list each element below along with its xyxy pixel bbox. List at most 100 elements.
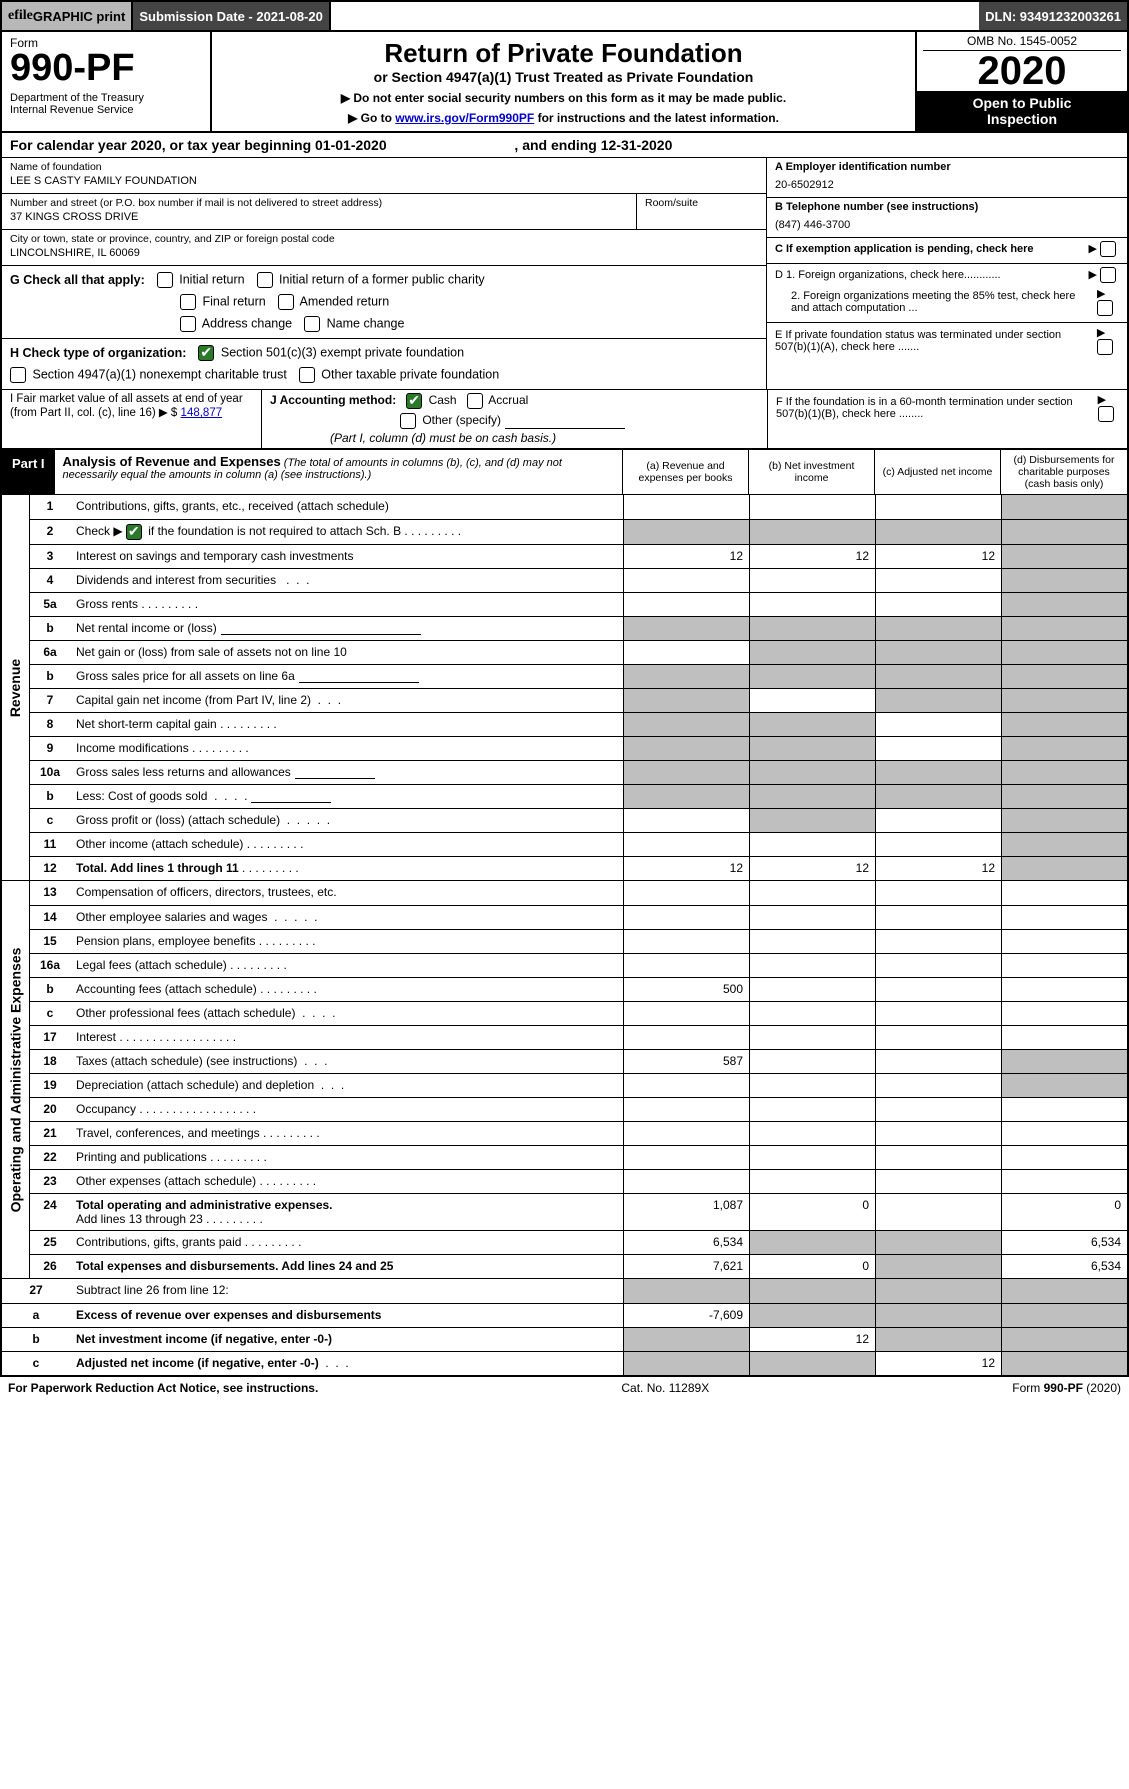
line-10b: Less: Cost of goods sold . . . . [70, 785, 623, 808]
h-label: H Check type of organization: [10, 346, 186, 360]
val-24d: 0 [1001, 1194, 1127, 1230]
line-6b: Gross sales price for all assets on line… [70, 665, 623, 688]
chk-4947[interactable] [10, 367, 26, 383]
chk-accrual[interactable] [467, 393, 483, 409]
chk-name-change[interactable] [304, 316, 320, 332]
form-subtitle: or Section 4947(a)(1) Trust Treated as P… [222, 69, 905, 85]
col-d-header: (d) Disbursements for charitable purpose… [1001, 450, 1127, 494]
line-27b: Net investment income (if negative, ente… [70, 1328, 623, 1351]
g-opt-4: Address change [202, 316, 292, 330]
val-16ba: 500 [623, 978, 749, 1001]
chk-501c3[interactable] [198, 345, 214, 361]
side-revenue-text: Revenue [8, 658, 24, 716]
h-opt-1: Section 501(c)(3) exempt private foundat… [221, 345, 464, 359]
line-2: Check ▶ if the foundation is not require… [70, 520, 623, 544]
d-cell: D 1. Foreign organizations, check here..… [767, 263, 1127, 322]
line-8: Net short-term capital gain [70, 713, 623, 736]
room-label: Room/suite [636, 194, 766, 229]
form-note-1: ▶ Do not enter social security numbers o… [222, 91, 905, 105]
j-label: J Accounting method: [270, 393, 396, 407]
line-6a: Net gain or (loss) from sale of assets n… [70, 641, 623, 664]
col-a-header: (a) Revenue and expenses per books [623, 450, 749, 494]
tel-value: (847) 446-3700 [775, 219, 1119, 231]
val-12b: 12 [749, 857, 875, 880]
irs-link[interactable]: www.irs.gov/Form990PF [395, 111, 534, 125]
line-5a: Gross rents [70, 593, 623, 616]
c-cell: C If exemption application is pending, c… [767, 237, 1127, 263]
dln: DLN: 93491232003261 [979, 2, 1127, 30]
chk-amended[interactable] [278, 294, 294, 310]
line-9: Income modifications [70, 737, 623, 760]
chk-final-return[interactable] [180, 294, 196, 310]
form-note-2: ▶ Go to www.irs.gov/Form990PF for instru… [222, 111, 905, 125]
chk-other-taxable[interactable] [299, 367, 315, 383]
city-value: LINCOLNSHIRE, IL 60069 [10, 247, 758, 259]
revenue-table: Revenue 1Contributions, gifts, grants, e… [2, 495, 1127, 880]
revenue-rows: 1Contributions, gifts, grants, etc., rec… [30, 495, 1127, 880]
cal-pre: For calendar year 2020, or tax year begi… [10, 137, 315, 153]
dept-line-1: Department of the Treasury [10, 92, 144, 104]
g-section: G Check all that apply: Initial return I… [2, 265, 766, 338]
line-27a: Excess of revenue over expenses and disb… [70, 1304, 623, 1327]
val-24b: 0 [749, 1194, 875, 1230]
chk-foreign-85[interactable] [1097, 300, 1113, 316]
line-21: Travel, conferences, and meetings [70, 1122, 623, 1145]
val-26d: 6,534 [1001, 1255, 1127, 1278]
open-line-1: Open to Public [973, 95, 1072, 111]
g-opt-2: Final return [202, 294, 265, 308]
val-26a: 7,621 [623, 1255, 749, 1278]
val-25d: 6,534 [1001, 1231, 1127, 1254]
chk-foreign-org[interactable] [1100, 267, 1116, 283]
chk-schb[interactable] [126, 524, 142, 540]
line-25: Contributions, gifts, grants paid [70, 1231, 623, 1254]
chk-address-change[interactable] [180, 316, 196, 332]
chk-exemption-pending[interactable] [1100, 241, 1116, 257]
line-5b: Net rental income or (loss) [70, 617, 623, 640]
line-16b: Accounting fees (attach schedule) [70, 978, 623, 1001]
line-3: Interest on savings and temporary cash i… [70, 545, 623, 568]
f-section: F If the foundation is in a 60-month ter… [767, 390, 1127, 448]
line-16c: Other professional fees (attach schedule… [70, 1002, 623, 1025]
ein-value: 20-6502912 [775, 179, 1119, 191]
side-expenses: Operating and Administrative Expenses [2, 881, 30, 1278]
i-section: I Fair market value of all assets at end… [2, 390, 262, 448]
chk-other-method[interactable] [400, 413, 416, 429]
cal-mid: , and ending [514, 137, 600, 153]
name-cell: Name of foundation LEE S CASTY FAMILY FO… [2, 158, 766, 193]
footer-right: Form 990-PF (2020) [1012, 1381, 1121, 1395]
chk-initial-return[interactable] [157, 272, 173, 288]
j-section: J Accounting method: Cash Accrual Other … [262, 390, 767, 448]
chk-60month[interactable] [1098, 406, 1114, 422]
tel-cell: B Telephone number (see instructions) (8… [767, 197, 1127, 237]
line-24: Total operating and administrative expen… [70, 1194, 623, 1230]
val-3a: 12 [623, 545, 749, 568]
g-opt-0: Initial return [179, 272, 244, 286]
j-other: Other (specify) [422, 413, 501, 427]
expense-rows: 13Compensation of officers, directors, t… [30, 881, 1127, 1278]
ein-cell: A Employer identification number 20-6502… [767, 158, 1127, 197]
line-20: Occupancy [70, 1098, 623, 1121]
addr-label: Number and street (or P.O. box number if… [10, 197, 628, 209]
ein-label: A Employer identification number [775, 161, 951, 173]
topbar-spacer [331, 2, 979, 30]
header-row: Form 990-PF Department of the Treasury I… [2, 30, 1127, 131]
open-public-badge: Open to Public Inspection [917, 91, 1127, 131]
foundation-name: LEE S CASTY FAMILY FOUNDATION [10, 175, 758, 187]
form-title: Return of Private Foundation [222, 38, 905, 69]
line-11: Other income (attach schedule) [70, 833, 623, 856]
chk-terminated[interactable] [1097, 339, 1113, 355]
city-cell: City or town, state or province, country… [2, 229, 766, 265]
val-3c: 12 [875, 545, 1001, 568]
g-opt-3: Amended return [300, 294, 390, 308]
val-26b: 0 [749, 1255, 875, 1278]
line-12: Total. Add lines 1 through 11 [70, 857, 623, 880]
chk-initial-former[interactable] [257, 272, 273, 288]
chk-cash[interactable] [406, 393, 422, 409]
part1-header: Part I Analysis of Revenue and Expenses … [2, 448, 1127, 495]
line-22: Printing and publications [70, 1146, 623, 1169]
note2-post: for instructions and the latest informat… [534, 111, 779, 125]
side-expenses-text: Operating and Administrative Expenses [8, 947, 24, 1212]
footer-left: For Paperwork Reduction Act Notice, see … [8, 1381, 318, 1395]
d1-label: D 1. Foreign organizations, check here..… [775, 269, 1001, 281]
l2-pre: Check ▶ [76, 524, 126, 538]
